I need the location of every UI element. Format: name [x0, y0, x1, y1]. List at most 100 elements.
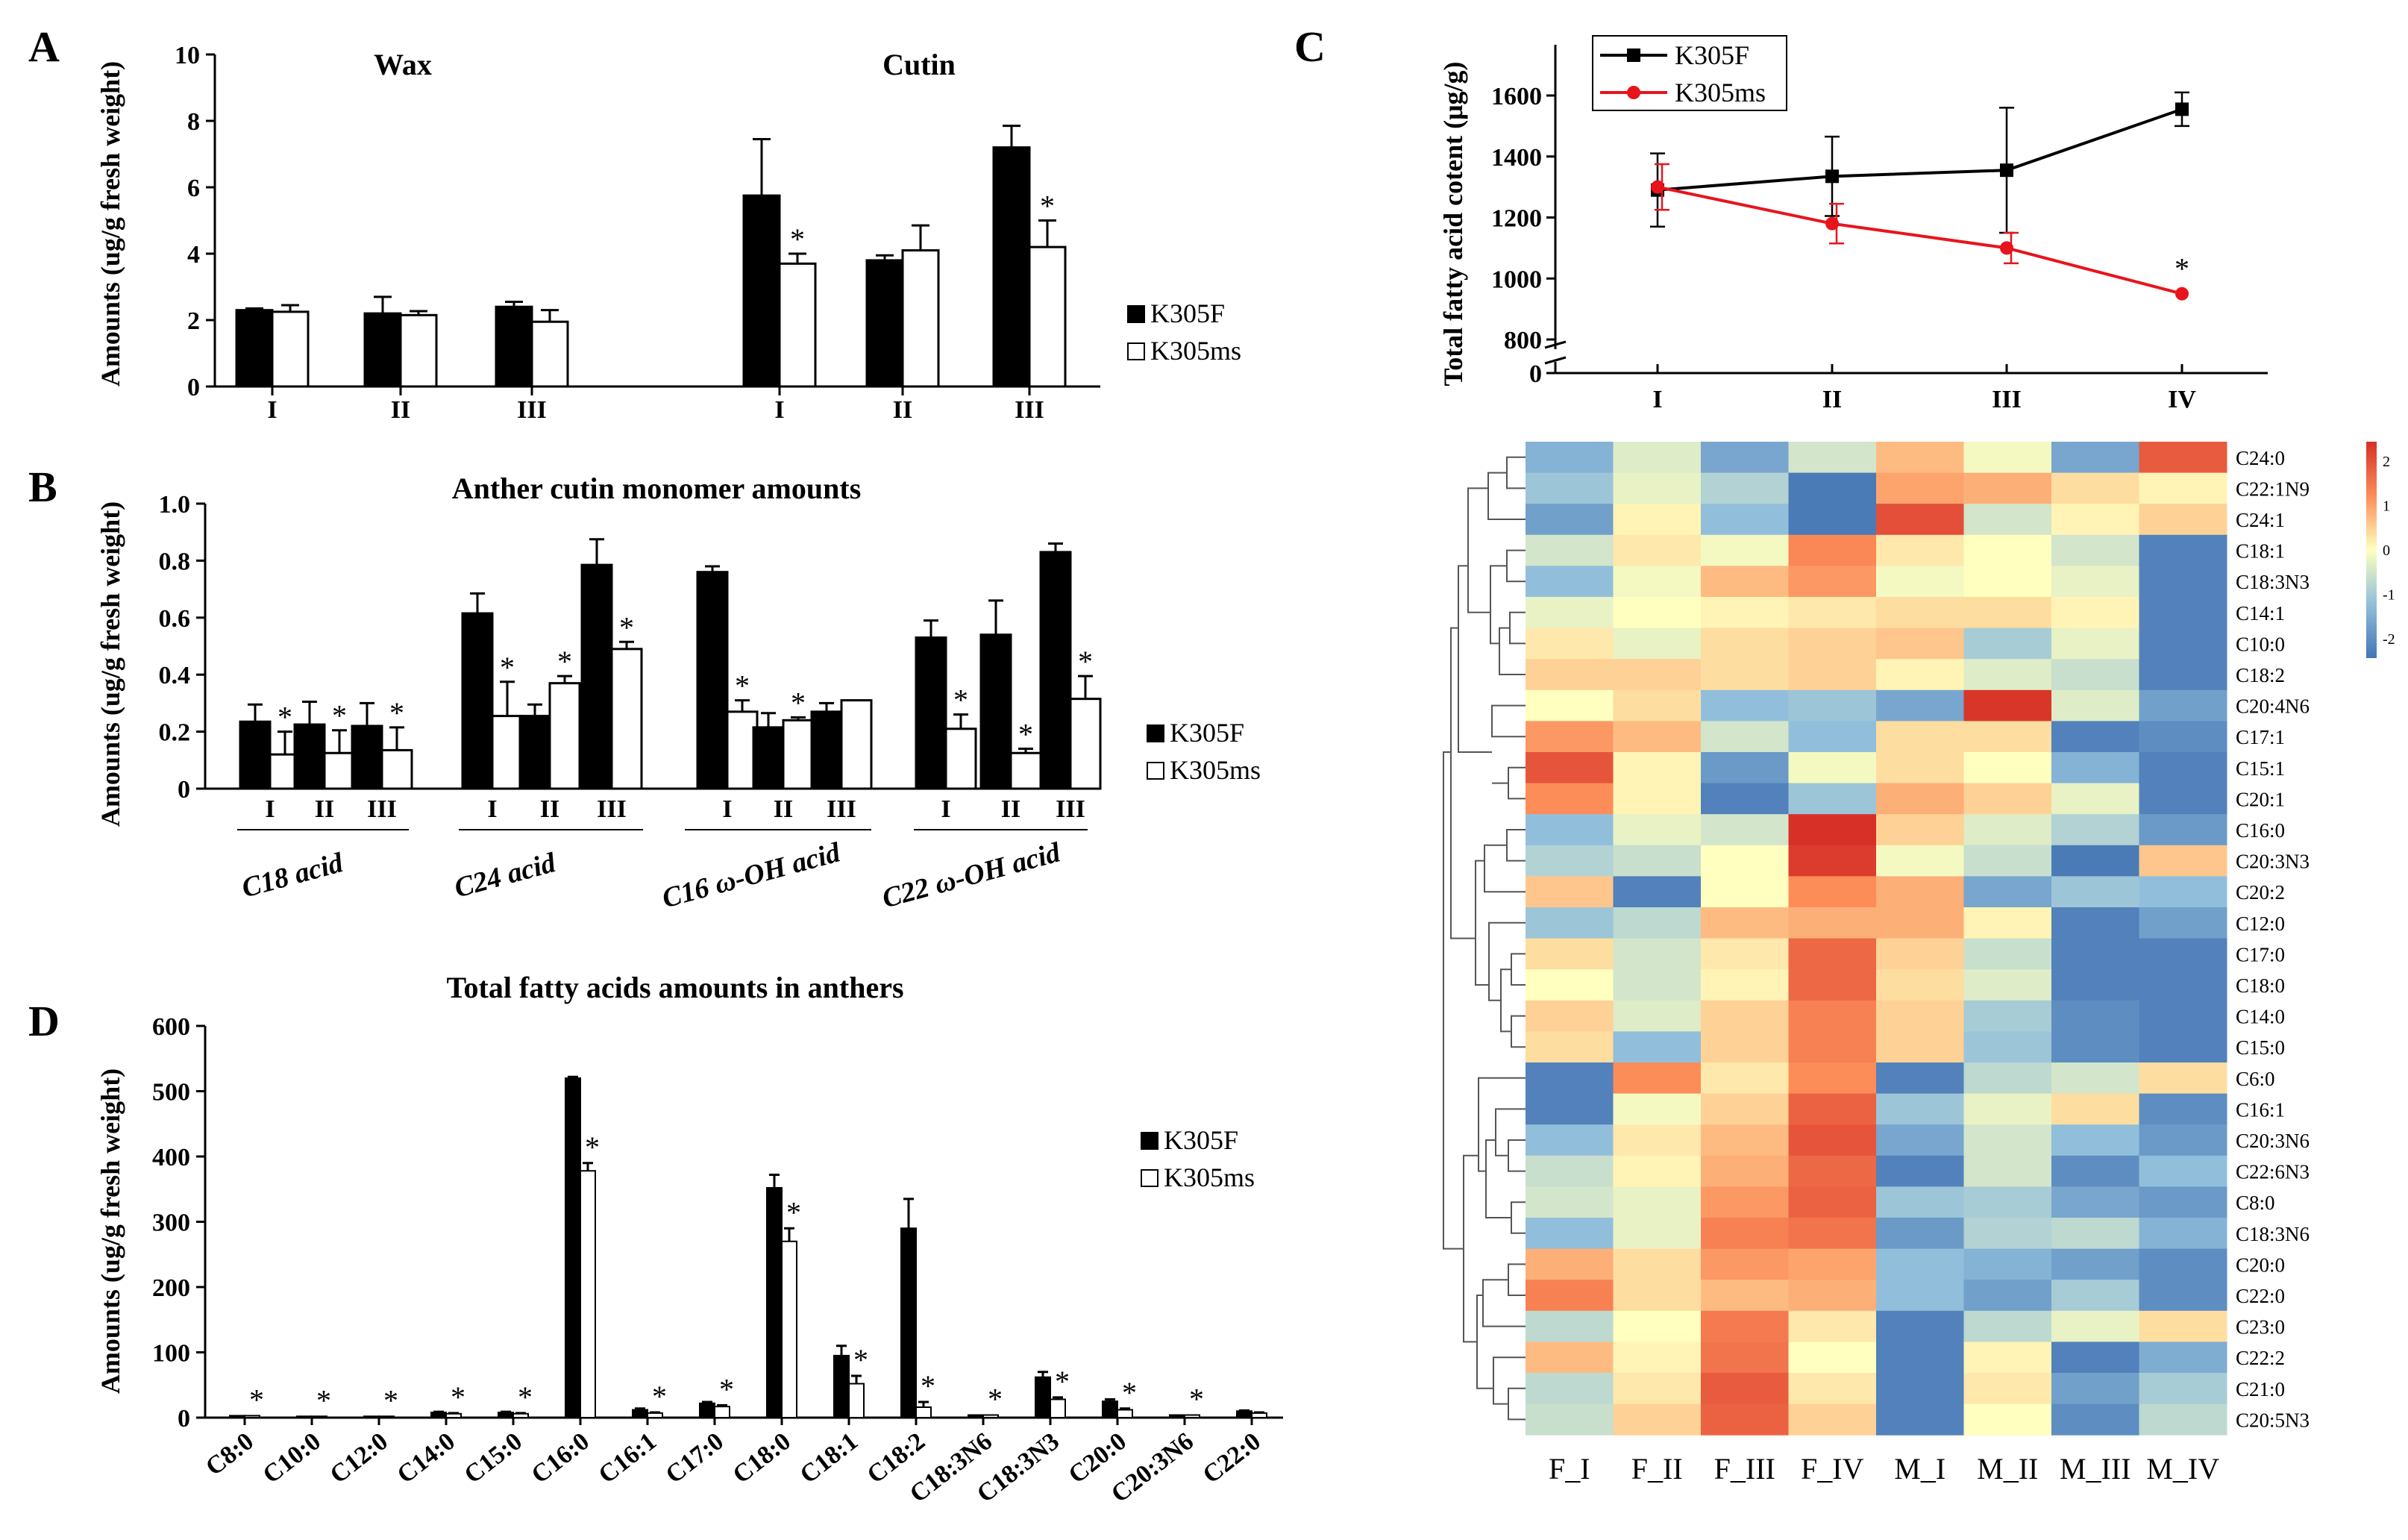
heatmap-cell [1788, 597, 1877, 629]
heatmap-cell [2051, 1248, 2139, 1280]
heatmap-cell [1876, 1310, 1964, 1342]
heatmap-cell [2051, 534, 2139, 566]
heatmap-cell [2139, 689, 2227, 722]
heatmap-cell [2051, 845, 2139, 877]
bar-k305f [992, 146, 1031, 388]
x-tick-label: II [1822, 386, 1842, 413]
heatmap-cell [1963, 876, 2052, 908]
y-tick-label: 2 [187, 307, 200, 335]
x-tick-label: I [487, 795, 497, 823]
heatmap-cell [1526, 472, 1614, 504]
heatmap-cell [2051, 876, 2139, 908]
heatmap-cell [1613, 597, 1702, 629]
heatmap-cell [1788, 752, 1877, 784]
heatmap-cell [1613, 1280, 1702, 1312]
heatmap-cell [2139, 1403, 2227, 1436]
heatmap-cell [1876, 969, 1964, 1001]
heatmap-cell [1788, 1186, 1877, 1218]
heatmap-cell [1788, 1218, 1877, 1250]
heatmap-cell [1876, 1248, 1964, 1280]
heatmap-cell [1963, 689, 2052, 722]
y-tick-label: 1600 [1491, 83, 1542, 110]
significance-star: * [557, 645, 572, 678]
heatmap-row-label: C20:3N6 [2236, 1130, 2310, 1152]
x-tick-label: II [893, 396, 912, 424]
heatmap-cell [1701, 1000, 1789, 1032]
group-title: Wax [374, 48, 432, 81]
bar-k305ms [782, 719, 815, 790]
bar-k305f [363, 1415, 380, 1418]
x-tick-label: III [597, 795, 627, 823]
y-tick-label: 400 [152, 1144, 190, 1171]
heatmap-row-label: C10:0 [2236, 633, 2285, 655]
heatmap-row-label: C17:0 [2236, 943, 2285, 965]
y-tick-label: 8 [187, 108, 200, 136]
bar-k305f [632, 1409, 648, 1418]
heatmap-cell [2051, 659, 2139, 691]
heatmap-cell [1876, 938, 1964, 970]
bar-k305ms [1069, 698, 1102, 790]
heatmap-cell [2139, 938, 2227, 970]
heatmap-cell [2139, 534, 2227, 566]
heatmap-cell [1701, 1093, 1789, 1125]
bar-k305ms [840, 699, 873, 790]
heatmap-cell [1788, 1342, 1877, 1374]
heatmap-cell [2139, 1280, 2227, 1312]
bar-k305ms [323, 751, 356, 790]
bar-k305ms [311, 1415, 327, 1418]
heatmap-cell [1526, 876, 1614, 908]
heatmap-cell [1701, 1280, 1789, 1312]
bar-k305f [580, 563, 613, 790]
y-tick-label: 500 [152, 1079, 190, 1107]
bar-k305ms [778, 262, 817, 388]
bar-k305ms [1050, 1398, 1066, 1418]
heatmap-row-label: C20:4N6 [2236, 695, 2310, 718]
significance-star: * [1189, 1383, 1204, 1416]
legend-label-k305f: K305F [1675, 40, 1749, 70]
heatmap-cell [2051, 721, 2139, 753]
heatmap-cell [1876, 1124, 1964, 1156]
significance-star: * [652, 1380, 667, 1413]
heatmap-cell [1526, 1280, 1614, 1312]
x-tick-label: C22:0 [1198, 1427, 1266, 1489]
heatmap-cell [1963, 845, 2052, 877]
y-tick-label: 10 [175, 42, 200, 69]
heatmap-row-label: C15:0 [2236, 1036, 2285, 1059]
heatmap-cell [1963, 1403, 2052, 1436]
significance-star: * [389, 696, 404, 730]
y-tick-label: 0.4 [159, 662, 191, 689]
heatmap-cell [1788, 1124, 1877, 1156]
heatmap-column-label: F_III [1714, 1452, 1775, 1486]
heatmap-row-label: C18:2 [2236, 664, 2285, 686]
bar-k305f [1102, 1400, 1118, 1418]
heatmap-cell [1788, 1310, 1877, 1342]
panel-label: D [28, 997, 60, 1045]
heatmap-cell [2139, 659, 2227, 691]
legend-box [1592, 35, 1787, 111]
heatmap-cell [2051, 783, 2139, 815]
heatmap-cell [1788, 1000, 1877, 1032]
x-tick-label: I [941, 795, 950, 823]
bar-k305f [1169, 1414, 1185, 1418]
heatmap-cell [2139, 969, 2227, 1001]
heatmap-row-label: C12:0 [2236, 913, 2285, 935]
heatmap-cell [1963, 1124, 2052, 1156]
legend-marker-k305f [1627, 48, 1640, 62]
series-line-k305f [1657, 107, 2183, 192]
significance-star: * [249, 1383, 264, 1416]
heatmap-cell [1963, 1310, 2052, 1342]
bar-k305ms [982, 1414, 999, 1418]
heatmap-cell [2051, 689, 2139, 722]
heatmap-cell [2051, 969, 2139, 1001]
heatmap-cell [1963, 1000, 2052, 1032]
heatmap-cell [1788, 969, 1877, 1001]
heatmap-cell [1963, 721, 2052, 753]
y-tick-label: 0.6 [159, 605, 191, 633]
y-tick-label: 0.2 [159, 719, 191, 747]
significance-star: * [1055, 1365, 1070, 1398]
heatmap-cell [1963, 1248, 2052, 1280]
heatmap-cell [1876, 566, 1964, 598]
heatmap-row-label: C15:1 [2236, 757, 2285, 780]
heatmap-cell [2051, 1403, 2139, 1436]
heatmap-cell [1788, 1403, 1877, 1436]
